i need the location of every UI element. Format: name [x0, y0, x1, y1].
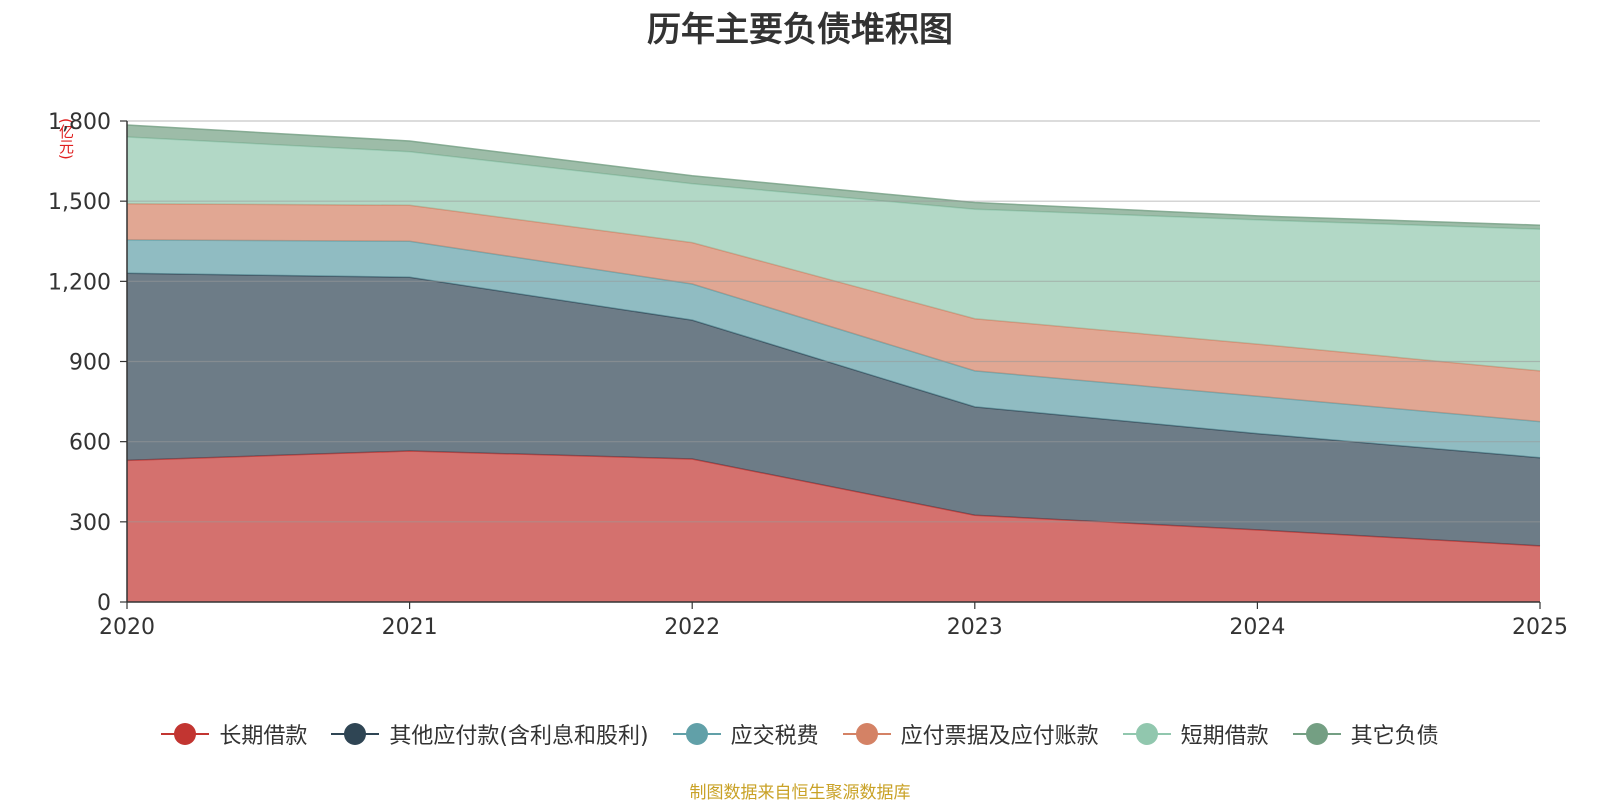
x-tick-label: 2024	[1229, 615, 1285, 640]
y-tick-label: 900	[69, 351, 111, 376]
legend-dot	[174, 723, 197, 745]
legend-item-4[interactable]: 短期借款	[1122, 718, 1269, 750]
x-tick-label: 2020	[99, 615, 155, 640]
legend-marker	[1122, 722, 1171, 746]
y-tick-label: 300	[69, 511, 111, 536]
x-tick-label: 2023	[947, 615, 1003, 640]
legend-dot	[685, 723, 708, 745]
legend-label: 应付票据及应付账款	[900, 724, 1099, 749]
legend-dot	[1305, 723, 1328, 745]
y-tick-label: 1,500	[48, 190, 111, 215]
area-series-4	[127, 137, 1540, 371]
x-tick-label: 2021	[382, 615, 438, 640]
area-series-2	[127, 239, 1540, 458]
x-tick-label: 2025	[1512, 615, 1568, 640]
legend-marker	[161, 722, 210, 746]
legend-label: 其他应付款(含利息和股利)	[389, 724, 649, 749]
legend-label: 应交税费	[730, 724, 819, 749]
area-series-0	[127, 451, 1540, 602]
x-tick-label: 2022	[664, 615, 720, 640]
y-axis-unit-label: (亿元)	[57, 118, 75, 160]
legend-item-5[interactable]: 其它负债	[1292, 718, 1439, 750]
y-tick-label: 600	[69, 431, 111, 456]
legend-dot	[855, 723, 878, 745]
legend-item-0[interactable]: 长期借款	[161, 718, 307, 750]
area-series-5	[127, 125, 1540, 230]
source-note: 制图数据来自恒生聚源数据库	[689, 783, 911, 803]
legend-label: 长期借款	[219, 724, 308, 749]
legend-dot	[1135, 723, 1158, 745]
legend-marker	[842, 722, 891, 746]
chart-legend: 长期借款 其他应付款(含利息和股利) 应交税费 应付票据及应付账款 短期借款 其它负债	[0, 718, 1600, 750]
legend-label: 短期借款	[1180, 724, 1269, 749]
y-tick-label: 0	[97, 591, 111, 616]
y-tick-label: 1,800	[48, 110, 111, 135]
legend-marker	[672, 722, 721, 746]
legend-item-3[interactable]: 应付票据及应付账款	[842, 718, 1099, 750]
legend-item-1[interactable]: 其他应付款(含利息和股利)	[331, 718, 649, 750]
line-series-5	[126, 124, 1541, 226]
legend-marker	[331, 722, 380, 746]
chart-title: 历年主要负债堆积图	[647, 10, 953, 50]
legend-marker	[1292, 722, 1341, 746]
area-series-1	[127, 273, 1540, 546]
area-series-3	[127, 203, 1540, 422]
legend-label: 其它负债	[1350, 724, 1439, 749]
y-tick-label: 1,200	[48, 270, 111, 295]
legend-dot	[344, 723, 367, 745]
legend-item-2[interactable]: 应交税费	[672, 718, 819, 750]
